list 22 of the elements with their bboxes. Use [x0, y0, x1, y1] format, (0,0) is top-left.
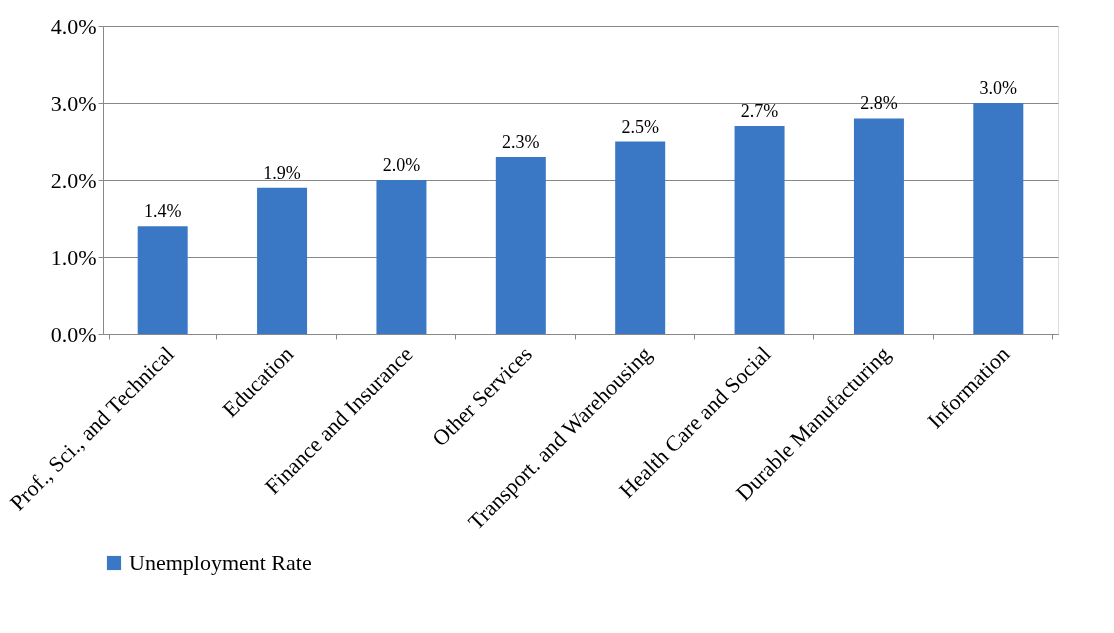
bar	[973, 103, 1024, 334]
bar	[615, 141, 666, 334]
bar	[376, 180, 427, 334]
y-tick-label: 4.0%	[50, 13, 97, 39]
data-label: 1.9%	[263, 162, 301, 183]
bar	[257, 187, 308, 334]
y-tick-label: 3.0%	[50, 90, 97, 116]
legend-label: Unemployment Rate	[129, 550, 312, 575]
bar	[853, 118, 904, 334]
data-label: 3.0%	[979, 78, 1018, 98]
data-label: 2.7%	[740, 101, 779, 122]
bar	[734, 126, 785, 334]
bar	[137, 226, 188, 334]
data-label: 2.8%	[860, 93, 898, 114]
y-tick-label: 0.0%	[50, 321, 97, 347]
data-label: 2.5%	[621, 116, 659, 137]
data-label: 1.4%	[143, 201, 182, 222]
data-label: 2.0%	[382, 155, 421, 175]
bar	[495, 156, 546, 334]
y-tick-label: 1.0%	[50, 244, 97, 270]
y-tick-label: 2.0%	[50, 167, 97, 193]
data-label: 2.3%	[502, 131, 540, 152]
